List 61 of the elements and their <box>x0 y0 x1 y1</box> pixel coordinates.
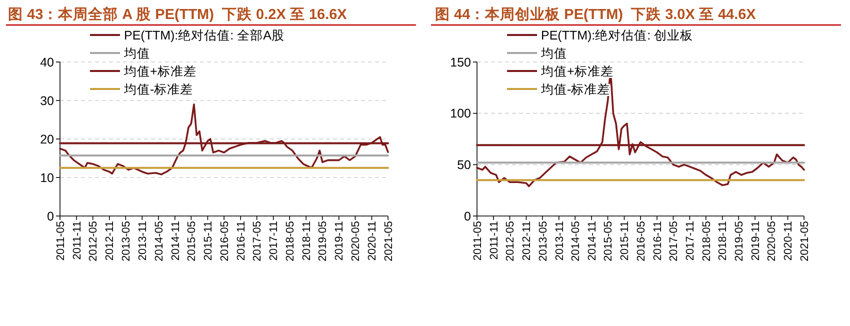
legend-label: 均值+标准差 <box>540 64 614 78</box>
legend-label: 均值 <box>540 46 567 60</box>
y-tick-label: 0 <box>47 209 54 224</box>
x-tick-label: 2015-05 <box>602 221 615 262</box>
x-tick-label: 2013-11 <box>137 221 150 261</box>
y-tick-label: 100 <box>450 106 472 121</box>
x-tick-label: 2015-11 <box>202 221 215 261</box>
x-tick-label: 2014-05 <box>153 221 166 262</box>
x-tick-label: 2015-11 <box>619 221 632 261</box>
x-tick-label: 2019-05 <box>733 221 746 262</box>
line-series <box>59 103 389 176</box>
y-tick-label: 0 <box>464 209 472 224</box>
x-tick-label: 2018-05 <box>284 221 296 262</box>
x-tick-label: 2012-11 <box>104 221 116 261</box>
legend-label: 均值+标准差 <box>123 64 196 78</box>
x-tick-label: 2012-11 <box>521 221 534 261</box>
x-tick-label: 2012-05 <box>88 221 100 262</box>
x-tick-label: 2020-11 <box>366 221 379 261</box>
x-tick-label: 2018-11 <box>300 221 313 261</box>
x-tick-label: 2013-05 <box>120 221 132 262</box>
x-tick-label: 2011-05 <box>54 221 67 261</box>
x-tick-label: 2021-05 <box>382 221 395 262</box>
x-tick-label: 2019-05 <box>317 221 330 262</box>
x-tick-label: 2020-11 <box>782 221 795 261</box>
legend-label: 均值 <box>123 46 150 60</box>
y-tick-label: 20 <box>40 132 54 146</box>
x-tick-label: 2020-05 <box>350 221 362 262</box>
legend-label: PE(TTM):绝对估值: 创业板 <box>541 28 694 42</box>
x-tick-label: 2016-05 <box>635 221 648 262</box>
legend-label: 均值-标准差 <box>123 82 194 96</box>
x-tick-label: 2012-05 <box>504 221 517 262</box>
x-tick-label: 2011-11 <box>71 221 84 260</box>
x-tick-label: 2016-11 <box>235 221 248 261</box>
x-tick-label: 2016-11 <box>652 221 664 261</box>
chart-title: 图 44：本周创业板 PE(TTM) 下跌 3.0X 至 44.6X <box>435 6 756 23</box>
x-tick-label: 2013-11 <box>554 221 566 261</box>
legend-label: PE(TTM):绝对估值: 全部A股 <box>124 28 284 42</box>
x-tick-label: 2011-05 <box>472 221 484 261</box>
chart-title: 图 43：本周全部 A 股 PE(TTM) 下跌 0.2X 至 16.6X <box>8 5 348 23</box>
x-tick-label: 2018-05 <box>700 221 713 262</box>
x-tick-label: 2014-11 <box>170 221 182 261</box>
x-tick-label: 2017-05 <box>668 221 680 262</box>
y-tick-label: 10 <box>40 170 54 185</box>
x-tick-label: 2019-11 <box>750 221 762 261</box>
y-tick-label: 50 <box>457 158 472 172</box>
x-tick-label: 2017-11 <box>684 221 697 261</box>
x-tick-label: 2017-11 <box>268 221 280 261</box>
y-tick-label: 30 <box>40 94 54 108</box>
x-tick-label: 2017-05 <box>252 221 264 262</box>
x-tick-label: 2018-11 <box>717 221 730 261</box>
x-tick-label: 2011-11 <box>488 221 500 260</box>
x-tick-label: 2013-05 <box>537 221 550 262</box>
x-tick-label: 2016-05 <box>218 221 231 262</box>
y-tick-label: 40 <box>40 55 54 70</box>
x-tick-label: 2020-05 <box>766 221 778 262</box>
x-tick-label: 2014-05 <box>570 221 582 262</box>
x-tick-label: 2021-05 <box>798 221 811 262</box>
x-tick-label: 2019-11 <box>334 221 346 261</box>
x-tick-label: 2014-11 <box>586 221 598 261</box>
y-tick-label: 150 <box>450 55 472 70</box>
x-tick-label: 2015-05 <box>186 221 198 262</box>
